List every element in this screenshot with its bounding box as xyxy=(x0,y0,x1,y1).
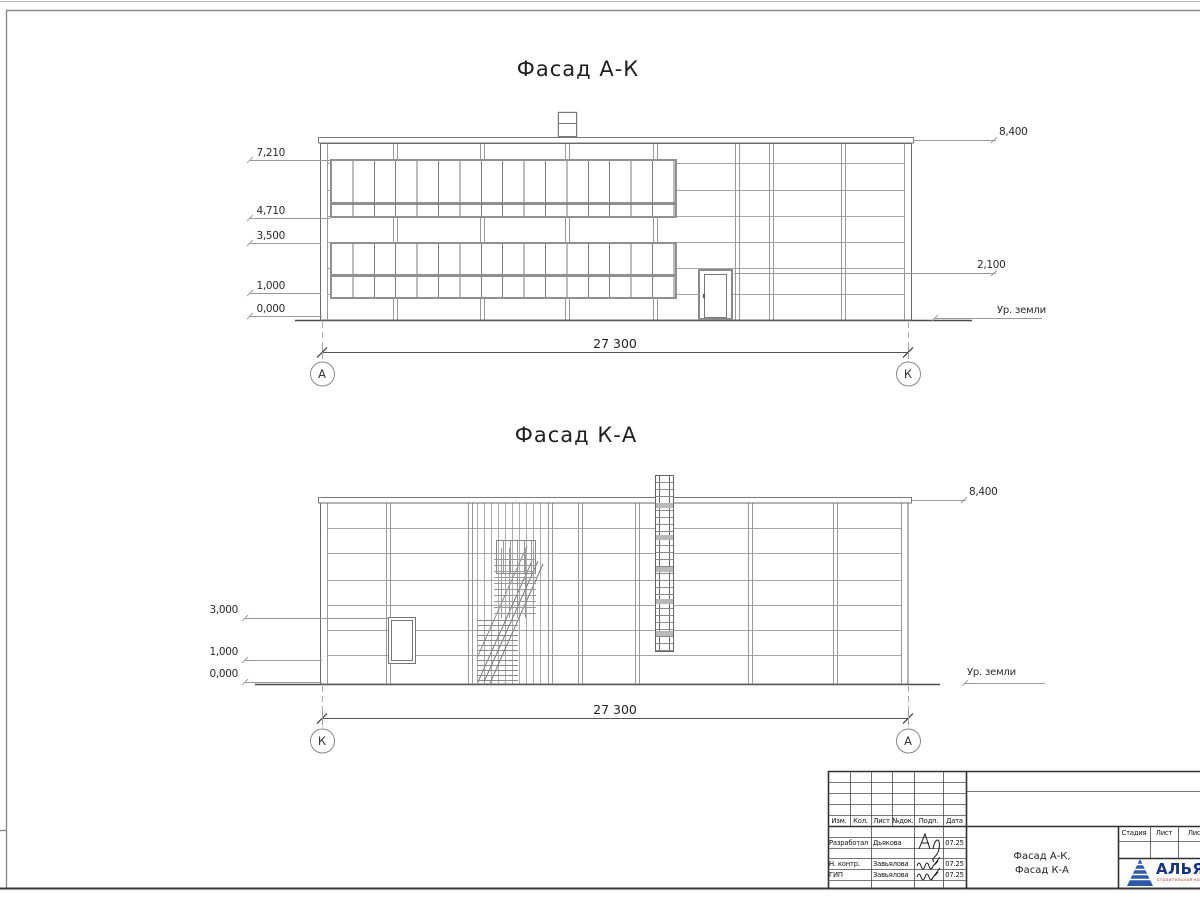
tb-header-data: Дата xyxy=(946,817,963,825)
company-logo-text: АЛЬЯНС xyxy=(1156,860,1200,878)
axis-bubble-a2 xyxy=(896,728,921,754)
tb-date: 07.25 xyxy=(945,839,964,847)
elev-mark: 8,400 xyxy=(969,486,998,498)
elev-mark: 0,000 xyxy=(209,668,238,680)
stair-lower-flight xyxy=(477,616,518,684)
elev-mark: 3,000 xyxy=(209,604,238,616)
facade-k-a-building xyxy=(255,497,940,686)
facade-k-a-title: Фасад К-А xyxy=(514,423,638,447)
axis-bubble-k2 xyxy=(310,728,335,754)
facade-a-k-title: Фасад А-К xyxy=(516,57,640,81)
tb-name: Завьялова xyxy=(873,860,909,868)
tb-date: 07.25 xyxy=(945,860,964,868)
ribbon-window-band-upper xyxy=(330,159,677,218)
axis-letter-a2: А xyxy=(904,734,912,748)
elev-mark: 1,000 xyxy=(256,280,285,292)
ground-level-label: Ур. земли xyxy=(967,667,1016,678)
signature-scribbles xyxy=(916,832,941,881)
wall-ladder xyxy=(655,475,674,652)
facade-a-k-dimension xyxy=(310,322,921,387)
ribbon-window-band-lower xyxy=(330,242,677,299)
company-logo-icon xyxy=(1127,859,1153,886)
elev-mark: 8,400 xyxy=(999,126,1028,138)
tb-header-podp: Подп. xyxy=(918,817,939,825)
axis-bubble-a xyxy=(310,361,335,387)
tb-name: Завьялова xyxy=(873,871,909,879)
tb-role: Разработал xyxy=(829,839,869,847)
tb-role: ГИП xyxy=(829,871,843,879)
roof-chimney xyxy=(558,112,577,137)
tb-name: Дьякова xyxy=(873,839,902,847)
facade-k-a-pilasters xyxy=(386,503,838,684)
tb-date: 07.25 xyxy=(945,871,964,879)
tb-stage-col: Стадия xyxy=(1121,829,1147,837)
tb-header-ndok: №док. xyxy=(892,817,914,825)
stair-mid-flight xyxy=(494,548,536,618)
elev-mark: 1,000 xyxy=(209,646,238,658)
elev-mark: 3,500 xyxy=(256,230,285,242)
company-logo-subtext: строительная компания xyxy=(1157,878,1200,883)
ground-level-label: Ур. земли xyxy=(997,305,1046,316)
axis-bubble-k xyxy=(896,361,921,387)
tb-header-kol: Кол. xyxy=(853,817,868,825)
tb-doc-title-line1: Фасад А-К, xyxy=(1013,851,1071,862)
overall-dimension: 27 300 xyxy=(593,336,637,351)
tb-role: Н. контр. xyxy=(829,860,860,868)
tb-header-list: Лист xyxy=(873,817,890,825)
axis-letter-a: А xyxy=(318,367,326,381)
facade-k-a-dimension xyxy=(310,686,921,754)
axis-letter-k: К xyxy=(903,367,913,381)
tb-sheets-col: Листов xyxy=(1187,829,1200,837)
facade-k-a-leaders xyxy=(241,496,1045,687)
elev-mark: 2,100 xyxy=(977,259,1006,271)
entrance-door xyxy=(698,269,733,320)
elev-mark: 0,000 xyxy=(256,303,285,315)
title-block-grid xyxy=(827,770,1200,889)
axis-letter-k2: К xyxy=(317,734,327,748)
facade-a-k-leaders xyxy=(246,136,1042,322)
tb-doc-title-line2: Фасад К-А xyxy=(1014,865,1069,876)
facade-k-a-window xyxy=(388,617,416,664)
overall-dimension: 27 300 xyxy=(593,702,637,717)
elev-mark: 7,210 xyxy=(256,147,285,159)
tb-header-izm: Изм. xyxy=(831,817,847,825)
elev-mark: 4,710 xyxy=(256,205,285,217)
tb-sheet-col: Лист xyxy=(1155,829,1173,837)
